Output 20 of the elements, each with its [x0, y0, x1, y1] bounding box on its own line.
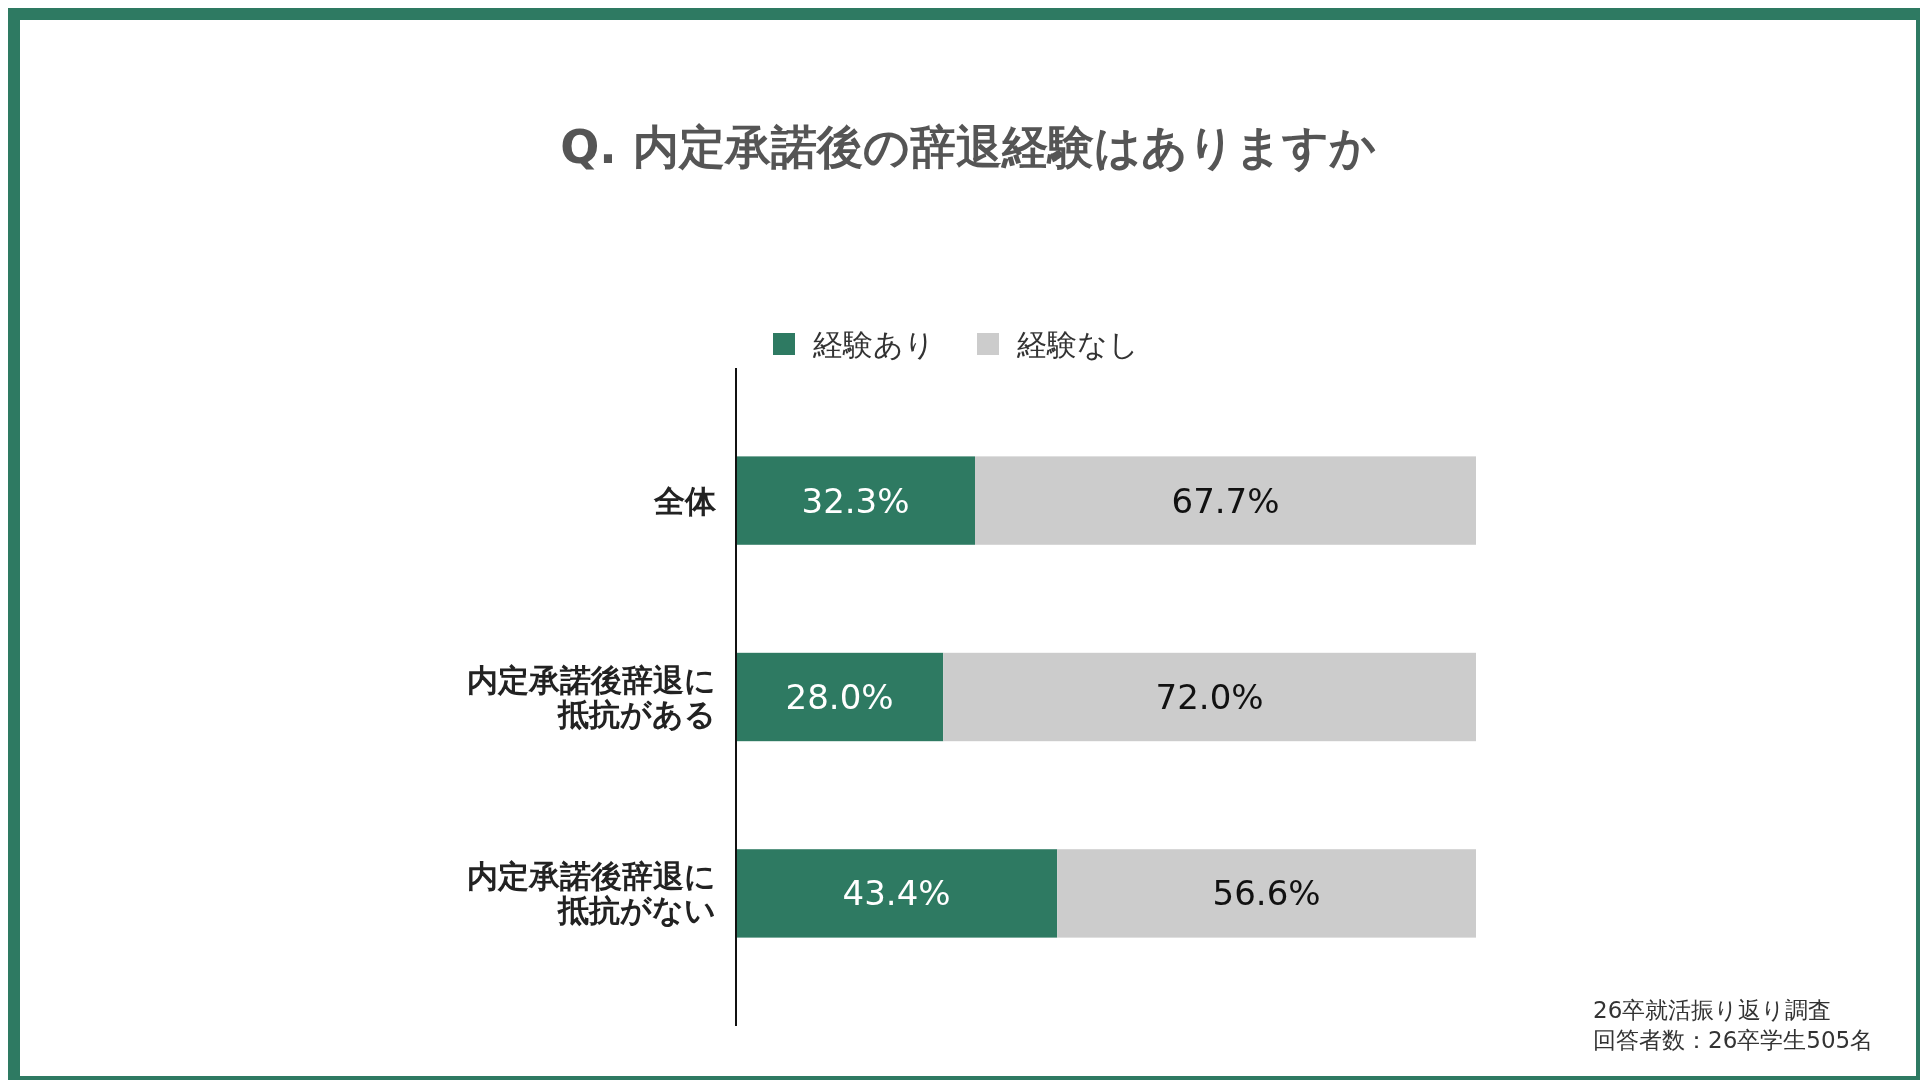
bar	[736, 456, 976, 545]
bar	[736, 652, 944, 742]
bar	[975, 456, 1476, 545]
y-tick-label: 内定承諾後辞退に抵抗がある	[467, 662, 716, 732]
legend-label: 経験あり	[812, 326, 935, 362]
bar	[736, 849, 1058, 938]
y-tick-label: 内定承諾後辞退に抵抗がない	[467, 858, 716, 929]
data-label: 56.6%	[1212, 873, 1321, 914]
data-label: 72.0%	[1155, 677, 1264, 717]
data-label: 28.0%	[785, 677, 894, 717]
y-tick-label: 全体	[653, 482, 717, 519]
text: 26卒就活振り返り調査	[1593, 997, 1832, 1023]
data-label: 67.7%	[1171, 480, 1280, 521]
data-label: 32.3%	[801, 480, 910, 521]
data-label: 43.4%	[842, 873, 951, 914]
text: 回答者数：26卒学生505名	[1593, 1027, 1874, 1053]
chart-title: Q. 内定承諾後の辞退経験はありますか	[560, 120, 1376, 174]
legend-label: 経験なし	[1016, 326, 1139, 362]
bar	[943, 652, 1476, 742]
bar	[1057, 849, 1476, 938]
